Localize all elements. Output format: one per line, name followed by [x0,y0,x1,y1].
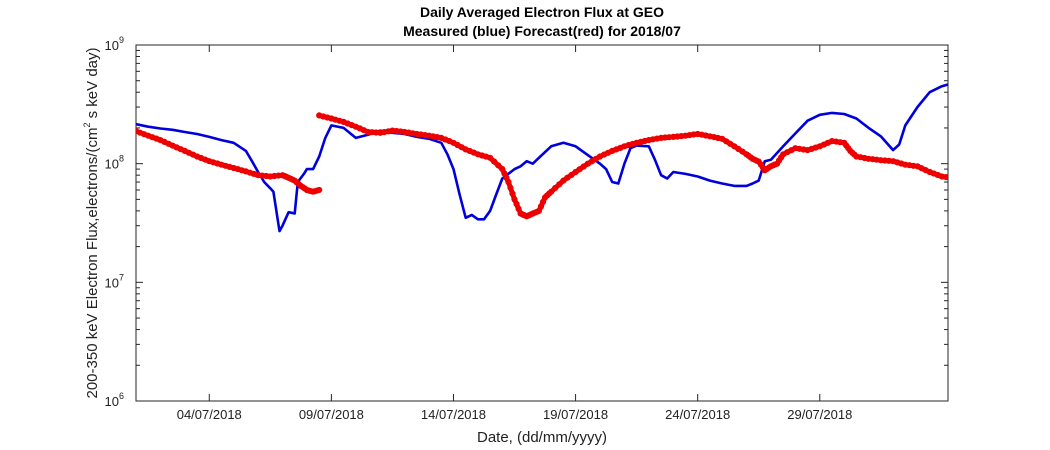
x-tick-label: 19/07/2018 [543,407,608,422]
y-tick-label: 109 [105,35,124,53]
y-axis-label-suffix: s keV day) [84,47,101,122]
y-axis-label-sup: 2 [82,123,92,128]
forecast-point [955,176,961,182]
forecast-point [556,181,563,188]
forecast-point [316,186,323,194]
forecast-point [507,184,514,191]
forecast-point [515,205,522,212]
x-tick-label: 14/07/2018 [421,407,486,422]
x-tick-label: 29/07/2018 [787,407,852,422]
x-tick-label: 04/07/2018 [177,407,242,422]
x-tick-label: 24/07/2018 [665,407,730,422]
forecast-point [971,176,977,182]
measured-line [136,83,948,233]
forecast-point [975,175,981,181]
forecast-point [1041,141,1047,147]
forecast-point [963,178,969,184]
chart-title: Daily Averaged Electron Flux at GEO [420,4,664,20]
forecast-point [946,175,948,181]
y-axis-label-prefix: 200-350 keV Electron Flux,electrons/(cm [84,128,101,399]
forecast-point [1032,146,1038,152]
forecast-point [1012,158,1018,164]
y-tick-label: 108 [105,154,124,172]
forecast-point [495,162,502,169]
forecast-point [996,168,1002,174]
y-tick-label: 107 [105,272,124,290]
forecast-point [967,177,973,183]
forecast-point [509,190,516,197]
forecast-point [1045,139,1050,145]
x-tick-label: 09/07/2018 [299,407,364,422]
series-forecast-2 [316,112,1050,220]
y-tick-label: 106 [105,391,124,409]
forecast-point [487,154,494,161]
forecast-point [1016,156,1022,162]
x-axis-label: Date, (dd/mm/yyyy) [477,429,607,446]
plot-area [135,44,949,402]
forecast-point [1037,143,1043,149]
forecast-point [992,170,998,176]
forecast-point [951,175,957,181]
forecast-point [1024,151,1030,157]
forecast-point [1020,154,1026,160]
y-axis: 106 107 108 109 [105,35,948,409]
x-axis: 04/07/2018 09/07/2018 14/07/2018 19/07/2018… [177,45,852,422]
forecast-point [1000,166,1006,172]
forecast-point [1008,161,1014,167]
forecast-point [1028,149,1034,155]
forecast-point [959,177,965,183]
forecast-point [505,178,512,186]
forecast-point [984,173,990,179]
forecast-point [548,188,555,195]
y-axis-label: 200-350 keV Electron Flux,electrons/(cm2… [82,47,101,398]
chart-subtitle: Measured (blue) Forecast(red) for 2018/0… [403,23,681,39]
forecast-point [980,174,986,180]
forecast-point [1004,163,1010,169]
forecast-point [942,174,948,181]
series-measured-0 [136,83,948,233]
forecast-point [988,172,994,178]
forecast-point [511,196,518,203]
series-forecast-1 [136,128,323,195]
forecast-point [513,201,520,208]
forecast-point [552,184,559,192]
forecast-point [491,158,498,165]
plot-series [136,83,1050,233]
